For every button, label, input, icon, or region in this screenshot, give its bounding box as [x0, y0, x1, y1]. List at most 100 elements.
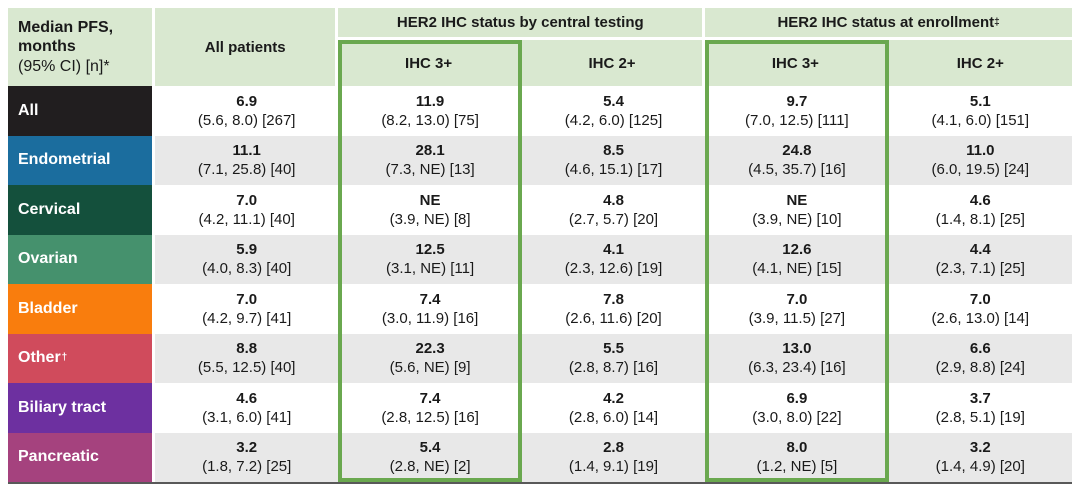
ci-value: (2.8, 6.0) [14] — [568, 408, 659, 426]
table-cell: 24.8 (4.5, 35.7) [16] — [705, 135, 889, 185]
table-cell: 8.8 (5.5, 12.5) [40] — [155, 333, 339, 383]
row-label-text: All — [18, 101, 39, 119]
table-cell: 11.0 (6.0, 19.5) [24] — [888, 135, 1072, 185]
subheader-central-ihc3: IHC 3+ — [338, 40, 522, 86]
table-cell: 11.9 (8.2, 13.0) [75] — [338, 86, 522, 136]
table-cell: 13.0 (6.3, 23.4) [16] — [705, 333, 889, 383]
row-label-text: Other — [18, 349, 61, 367]
ci-value: (2.6, 13.0) [14] — [931, 309, 1030, 327]
table-cell: 7.4 (2.8, 12.5) [16] — [338, 383, 522, 433]
median-value: 5.4 — [603, 92, 624, 110]
ci-value: (3.1, 6.0) [41] — [202, 408, 292, 426]
group-header-central-testing: HER2 IHC status by central testing — [338, 8, 706, 40]
table-cell: 6.9 (3.0, 8.0) [22] — [705, 383, 889, 433]
median-value: 7.8 — [603, 290, 624, 308]
table-cell: 5.4 (4.2, 6.0) [125] — [521, 86, 706, 136]
ci-value: (1.4, 9.1) [19] — [568, 458, 659, 476]
table-cell: 12.5 (3.1, NE) [11] — [338, 234, 522, 284]
table-cell: 4.6 (1.4, 8.1) [25] — [888, 185, 1072, 235]
median-value: 7.4 — [419, 389, 441, 407]
median-value: 5.5 — [603, 340, 624, 358]
table-cell: 7.0 (4.2, 9.7) [41] — [155, 284, 339, 334]
median-value: 4.2 — [603, 389, 624, 407]
group-header-enrollment-label: HER2 IHC status at enrollment — [777, 14, 995, 31]
table-cell: 7.0 (2.6, 13.0) [14] — [888, 284, 1072, 334]
table-cell: 4.4 (2.3, 7.1) [25] — [888, 234, 1072, 284]
ci-value: (2.7, 5.7) [20] — [568, 210, 659, 228]
median-value: 28.1 — [415, 142, 445, 160]
corner-header-line2: months — [18, 38, 76, 56]
ci-value: (7.0, 12.5) [111] — [745, 111, 849, 129]
ci-value: (2.9, 8.8) [24] — [935, 359, 1025, 377]
pfs-results-table: Median PFS, months (95% CI) [n]* All pat… — [8, 8, 1072, 484]
row-label-endometrial: Endometrial — [8, 135, 155, 185]
ci-value: (3.9, NE) [10] — [752, 210, 842, 228]
median-value: 8.5 — [603, 142, 624, 160]
table-cell: 9.7 (7.0, 12.5) [111] — [705, 86, 889, 136]
ci-value: (2.8, 8.7) [16] — [568, 359, 659, 377]
table-cell: 7.0 (4.2, 11.1) [40] — [155, 185, 339, 235]
ci-value: (3.9, 11.5) [27] — [748, 309, 846, 327]
table-cell: 12.6 (4.1, NE) [15] — [705, 234, 889, 284]
table-cell: 4.6 (3.1, 6.0) [41] — [155, 383, 339, 433]
ci-value: (3.0, 8.0) [22] — [752, 408, 842, 426]
table-cell: NE (3.9, NE) [10] — [705, 185, 889, 235]
ci-value: (4.1, 6.0) [151] — [931, 111, 1030, 129]
ci-value: (3.9, NE) [8] — [389, 210, 471, 228]
table-cell: 7.0 (3.9, 11.5) [27] — [705, 284, 889, 334]
median-value: 7.4 — [419, 290, 441, 308]
median-value: 13.0 — [782, 340, 812, 358]
median-value: 24.8 — [782, 142, 812, 160]
ci-value: (4.5, 35.7) [16] — [748, 161, 846, 179]
corner-header-line1: Median PFS, — [18, 18, 114, 36]
median-value: NE — [786, 191, 808, 209]
table-cell: 4.1 (2.3, 12.6) [19] — [521, 234, 706, 284]
median-value: 6.9 — [236, 92, 258, 110]
table-cell: 7.8 (2.6, 11.6) [20] — [521, 284, 706, 334]
all-patients-column-header: All patients — [155, 8, 339, 86]
median-value: 3.7 — [969, 389, 991, 407]
median-value: 7.0 — [969, 290, 991, 308]
median-value: 4.6 — [969, 191, 991, 209]
median-value: 7.0 — [236, 290, 258, 308]
row-label-text: Ovarian — [18, 250, 78, 268]
ci-value: (1.4, 4.9) [20] — [935, 458, 1025, 476]
median-value: 8.0 — [786, 439, 808, 457]
table-cell: NE (3.9, NE) [8] — [338, 185, 522, 235]
table-cell: 8.0 (1.2, NE) [5] — [705, 432, 889, 482]
median-value: 11.1 — [232, 142, 261, 160]
table-cell: 3.2 (1.4, 4.9) [20] — [888, 432, 1072, 482]
group-header-central-testing-label: HER2 IHC status by central testing — [396, 14, 644, 31]
ci-value: (6.3, 23.4) [16] — [748, 359, 846, 377]
corner-header: Median PFS, months (95% CI) [n]* — [8, 8, 155, 86]
subheader-enrollment-ihc2: IHC 2+ — [888, 40, 1072, 86]
ci-value: (6.0, 19.5) [24] — [931, 161, 1030, 179]
row-label-text: Pancreatic — [18, 448, 99, 466]
table-cell: 6.9 (5.6, 8.0) [267] — [155, 86, 339, 136]
median-value: 2.8 — [603, 439, 624, 457]
ci-value: (4.2, 9.7) [41] — [202, 309, 292, 327]
table-cell: 7.4 (3.0, 11.9) [16] — [338, 284, 522, 334]
ci-value: (7.3, NE) [13] — [385, 161, 475, 179]
median-value: 4.1 — [603, 241, 624, 259]
row-label-all: All — [8, 86, 155, 136]
median-value: 7.0 — [236, 191, 258, 209]
corner-header-line3: (95% CI) [n]* — [18, 57, 110, 75]
table-cell: 5.4 (2.8, NE) [2] — [338, 432, 522, 482]
table-cell: 5.1 (4.1, 6.0) [151] — [888, 86, 1072, 136]
median-value: 9.7 — [786, 92, 808, 110]
ci-value: (7.1, 25.8) [40] — [197, 161, 296, 179]
ci-value: (4.2, 11.1) [40] — [198, 210, 295, 228]
row-label-ovarian: Ovarian — [8, 234, 155, 284]
row-label-text: Biliary tract — [18, 398, 107, 416]
median-value: 6.9 — [786, 389, 808, 407]
ci-value: (2.8, 5.1) [19] — [935, 408, 1025, 426]
median-value: 3.2 — [969, 439, 991, 457]
row-label-other: Other † — [8, 333, 155, 383]
median-value: 4.6 — [236, 389, 258, 407]
ci-value: (4.2, 6.0) [125] — [564, 111, 663, 129]
median-value: 12.5 — [415, 241, 445, 259]
row-label-biliary-tract: Biliary tract — [8, 383, 155, 433]
median-value: 11.9 — [415, 92, 445, 110]
